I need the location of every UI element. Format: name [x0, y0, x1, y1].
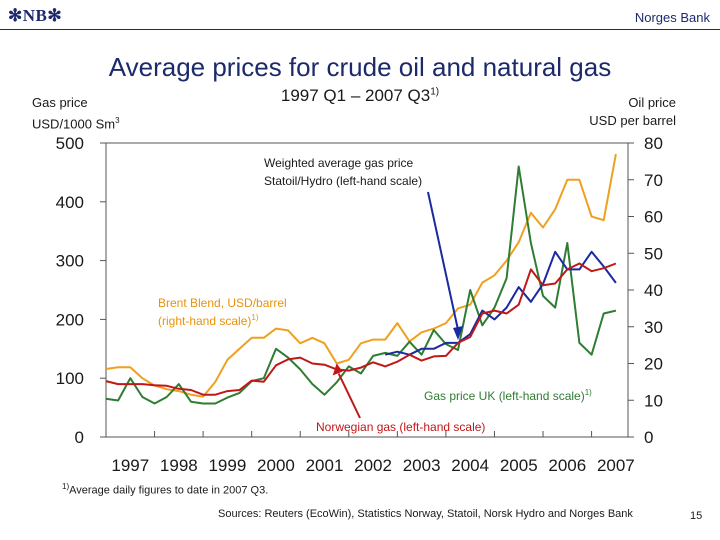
page-number: 15	[690, 510, 703, 522]
series-line-0	[105, 153, 617, 398]
right-tick-label: 40	[644, 281, 663, 300]
left-tick-label: 100	[56, 369, 84, 388]
annotation-gas-uk: Gas price UK (left-hand scale)1)	[424, 388, 592, 403]
left-tick-label: 200	[56, 310, 84, 329]
x-tick-label: 2001	[306, 456, 344, 475]
left-axis-label: Gas price USD/1000 Sm3	[32, 94, 120, 133]
x-tick-label: 1998	[160, 456, 198, 475]
right-tick-label: 60	[644, 208, 663, 227]
left-axis-unit-sup: 3	[115, 116, 120, 125]
annotation-weighted-arrowhead	[453, 325, 464, 340]
left-tick-label: 300	[56, 252, 84, 271]
left-axis-label-line2: USD/1000 Sm3	[32, 112, 120, 133]
right-tick-label: 80	[644, 134, 663, 153]
x-tick-label: 2003	[403, 456, 441, 475]
x-tick-label: 2000	[257, 456, 295, 475]
bank-name: Norges Bank	[634, 10, 710, 25]
footnote-marker: 1)	[62, 482, 70, 491]
right-axis-label-line2: USD per barrel	[589, 113, 676, 128]
annotation-brent-sup: 1)	[251, 313, 258, 322]
x-tick-label: 1997	[111, 456, 149, 475]
x-tick-label: 2006	[548, 456, 586, 475]
annotation-brent-line2: (right-hand scale)1)	[158, 313, 259, 328]
subtitle-text: 1997 Q1 – 2007 Q3	[280, 86, 431, 105]
annotation-norwegian: Norwegian gas (left-hand scale)	[316, 420, 485, 434]
right-tick-label: 10	[644, 391, 663, 410]
header-divider	[0, 29, 720, 30]
right-tick-label: 50	[644, 244, 663, 263]
annotation-weighted-arrow	[427, 191, 460, 331]
x-tick-label: 2005	[500, 456, 538, 475]
annotation-brent-line1: Brent Blend, USD/barrel	[158, 296, 287, 310]
norges-bank-logo: ✻NB✻	[8, 6, 63, 25]
annotation-weighted-line1: Weighted average gas price	[264, 156, 414, 170]
chart-subtitle: 1997 Q1 – 2007 Q31)	[0, 86, 720, 106]
footnote-text: Average daily figures to date in 2007 Q3…	[69, 484, 269, 497]
right-axis-label: Oil price USD per barrel	[589, 94, 676, 130]
left-axis-label-line1: Gas price	[32, 95, 88, 110]
annotation-norwegian-arrow	[337, 373, 361, 419]
right-tick-label: 0	[644, 428, 653, 447]
left-tick-label: 400	[56, 193, 84, 212]
annotation-brent-line2-text: (right-hand scale)	[158, 314, 251, 328]
sources-note: Sources: Reuters (EcoWin), Statistics No…	[218, 508, 633, 520]
right-tick-label: 70	[644, 171, 663, 190]
footnote: 1)Average daily figures to date in 2007 …	[62, 482, 268, 497]
left-axis-unit: USD/1000 Sm	[32, 116, 116, 132]
annotation-gas-uk-text: Gas price UK (left-hand scale)	[424, 389, 585, 403]
x-tick-label: 1999	[208, 456, 246, 475]
subtitle-footnote-marker: 1)	[430, 86, 440, 98]
annotation-gas-uk-sup: 1)	[585, 388, 592, 397]
right-tick-label: 30	[644, 318, 663, 337]
annotation-norwegian-arrowhead	[332, 363, 343, 376]
right-tick-label: 20	[644, 355, 663, 374]
right-axis-label-line1: Oil price	[628, 95, 676, 110]
series-line-2	[384, 250, 617, 356]
left-tick-label: 0	[75, 428, 84, 447]
chart-title: Average prices for crude oil and natural…	[108, 52, 612, 82]
annotation-weighted-line2: Statoil/Hydro (left-hand scale)	[264, 174, 422, 188]
x-tick-label: 2007	[597, 456, 635, 475]
logo-text: NB	[22, 6, 48, 25]
x-tick-label: 2004	[451, 456, 489, 475]
x-tick-label: 2002	[354, 456, 392, 475]
series-line-1	[105, 165, 617, 405]
series-line-3	[105, 262, 617, 396]
left-tick-label: 500	[56, 134, 84, 153]
